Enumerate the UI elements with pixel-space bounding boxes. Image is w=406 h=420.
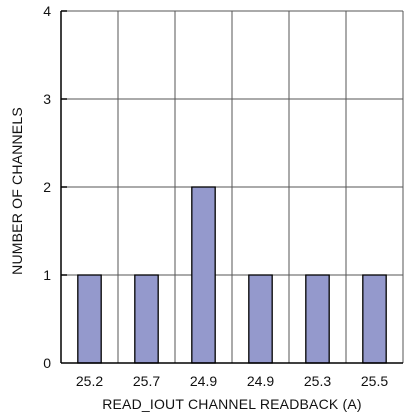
x-axis-label: READ_IOUT CHANNEL READBACK (A) xyxy=(102,396,362,412)
y-tick-label: 4 xyxy=(43,3,51,19)
bars xyxy=(77,186,387,364)
y-tick-label: 2 xyxy=(43,179,51,195)
bar xyxy=(191,186,216,364)
x-tick-label: 25.2 xyxy=(76,373,103,389)
y-tick-label: 3 xyxy=(43,91,51,107)
y-tick-label: 1 xyxy=(43,267,51,283)
x-tick-label: 25.3 xyxy=(304,373,331,389)
y-tick-label: 0 xyxy=(43,355,51,371)
grid-lines xyxy=(61,10,404,363)
axes xyxy=(60,10,403,364)
x-tick-label: 24.9 xyxy=(190,373,217,389)
x-tick-labels: 25.2 25.7 24.9 24.9 25.3 25.5 xyxy=(76,373,388,389)
bar xyxy=(248,274,273,364)
bar xyxy=(134,274,159,364)
y-tick-labels: 0 1 2 3 4 xyxy=(43,3,51,371)
bar xyxy=(77,274,102,364)
bar xyxy=(362,274,387,364)
x-tick-label: 24.9 xyxy=(247,373,274,389)
x-tick-label: 25.5 xyxy=(361,373,388,389)
x-tick-label: 25.7 xyxy=(133,373,160,389)
y-axis-label: NUMBER OF CHANNELS xyxy=(9,107,25,275)
bar xyxy=(305,274,330,364)
